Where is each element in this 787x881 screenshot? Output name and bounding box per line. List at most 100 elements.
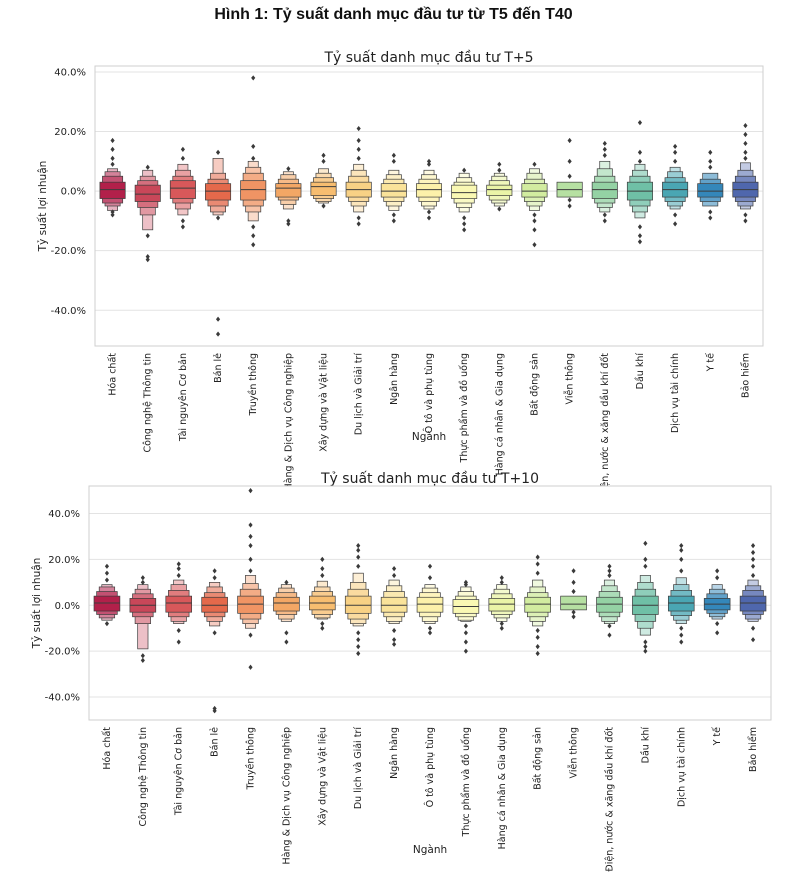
box-level bbox=[416, 596, 444, 613]
box-thuc-pham-va-do-uong bbox=[452, 579, 480, 654]
outlier-point bbox=[321, 152, 326, 158]
outlier-point bbox=[251, 242, 256, 248]
y-tick-label: -20.0% bbox=[45, 647, 80, 658]
outlier-point bbox=[251, 155, 256, 161]
outlier-point bbox=[637, 119, 643, 126]
outlier-point bbox=[750, 549, 756, 556]
chart-t10: Tỷ suất danh mục đầu tư T+10 -40.0% -20.0%… bbox=[31, 471, 772, 872]
outlier-point bbox=[180, 224, 185, 230]
outlier-point bbox=[427, 563, 433, 569]
box-level bbox=[240, 180, 267, 201]
outlier-point bbox=[673, 158, 678, 164]
outlier-point bbox=[212, 630, 217, 636]
outlier-point bbox=[356, 125, 361, 132]
x-tick-label: Dịch vụ tài chính bbox=[676, 727, 687, 807]
outlier-point bbox=[392, 627, 397, 634]
box-ngan-hang bbox=[380, 152, 407, 224]
outlier-point bbox=[248, 664, 253, 670]
outlier-point bbox=[104, 563, 110, 569]
box-y-te bbox=[703, 568, 731, 636]
box-level bbox=[275, 183, 302, 198]
outlier-point bbox=[427, 625, 433, 631]
outlier-point bbox=[284, 639, 289, 645]
box-level bbox=[451, 184, 478, 199]
outlier-point bbox=[535, 561, 540, 567]
outlier-point bbox=[750, 625, 756, 631]
outlier-point bbox=[607, 623, 612, 629]
box-level bbox=[169, 180, 196, 199]
box-level bbox=[99, 181, 126, 199]
outlier-point bbox=[637, 158, 643, 164]
x-tick-label: Bảo hiểm bbox=[748, 727, 759, 772]
box-level bbox=[93, 595, 121, 612]
box-level bbox=[524, 596, 551, 613]
outlier-point bbox=[320, 572, 325, 579]
box-hang-ca-nhan-gia-dung bbox=[486, 161, 513, 212]
outlier-point bbox=[248, 533, 253, 540]
outlier-point bbox=[110, 212, 115, 218]
box-dich-vu-tai-chinh bbox=[662, 143, 689, 227]
x-tick-label: Truyền thông bbox=[248, 353, 259, 416]
x-tick-label: Bất động sản bbox=[533, 727, 544, 790]
outlier-point bbox=[708, 215, 713, 221]
box-du-lich-va-giai-tri bbox=[344, 543, 372, 657]
outlier-point bbox=[571, 568, 576, 574]
x-tick-label: Y tế bbox=[712, 727, 723, 747]
outlier-point bbox=[212, 708, 217, 714]
outlier-point bbox=[110, 137, 115, 144]
x-tick-label: Ô tô và phụ tùng bbox=[424, 727, 436, 807]
y-tick-label: 40.0% bbox=[48, 509, 80, 520]
outlier-point bbox=[750, 572, 756, 579]
x-tick-label: Hàng & Dịch vụ Công nghiệp bbox=[281, 727, 292, 864]
x-tick-label: Ô tô và phụ tùng bbox=[423, 353, 435, 433]
outlier-point bbox=[571, 588, 576, 595]
box-level bbox=[591, 181, 618, 199]
outlier-point bbox=[356, 637, 361, 643]
outlier-point bbox=[356, 221, 361, 227]
outlier-point bbox=[215, 316, 221, 322]
outlier-point bbox=[356, 563, 361, 569]
x-tick-label: Hóa chất bbox=[108, 353, 119, 396]
box-level bbox=[237, 595, 264, 614]
outlier-point bbox=[673, 212, 678, 218]
outlier-point bbox=[426, 209, 432, 215]
outlier-point bbox=[215, 331, 221, 337]
box-o-to-va-phu-tung bbox=[415, 158, 443, 221]
x-tick-label: Ngân hàng bbox=[389, 353, 400, 405]
x-tick-label: Dầu khí bbox=[635, 353, 646, 390]
outlier-point bbox=[356, 554, 361, 560]
outlier-point bbox=[463, 639, 468, 645]
x-tick-label: Hóa chất bbox=[102, 727, 113, 770]
outlier-point bbox=[212, 575, 217, 581]
box-level bbox=[596, 596, 623, 613]
outlier-point bbox=[110, 161, 115, 167]
outlier-point bbox=[176, 561, 181, 567]
outlier-point bbox=[248, 522, 253, 528]
box-dien-nuoc-xang-dau-khi-dot bbox=[596, 563, 623, 638]
outlier-point bbox=[607, 568, 612, 574]
plot-frame bbox=[88, 485, 772, 721]
x-tick-label: Viễn thông bbox=[569, 727, 580, 778]
outlier-point bbox=[532, 161, 537, 167]
box-vien-thong bbox=[556, 137, 583, 209]
outlier-point bbox=[251, 233, 256, 239]
box-level bbox=[344, 595, 372, 614]
box-level bbox=[165, 595, 193, 613]
x-tick-label: Công nghệ Thông tin bbox=[143, 353, 154, 453]
outlier-point bbox=[743, 140, 748, 147]
outlier-point bbox=[715, 621, 720, 627]
outlier-point bbox=[679, 568, 684, 574]
outlier-point bbox=[248, 487, 253, 494]
box-hoa-chat bbox=[93, 563, 121, 627]
outlier-point bbox=[356, 155, 361, 161]
box-cong-nghe-thong-tin bbox=[129, 575, 157, 663]
outlier-point bbox=[215, 215, 221, 221]
y-tick-label: 0.0% bbox=[61, 187, 86, 198]
outlier-point bbox=[426, 158, 432, 164]
outlier-point bbox=[535, 570, 540, 576]
outlier-point bbox=[110, 209, 115, 215]
outlier-point bbox=[145, 233, 150, 239]
box-level bbox=[134, 184, 161, 202]
outlier-point bbox=[567, 203, 572, 209]
x-tick-label: Y tế bbox=[705, 353, 716, 373]
